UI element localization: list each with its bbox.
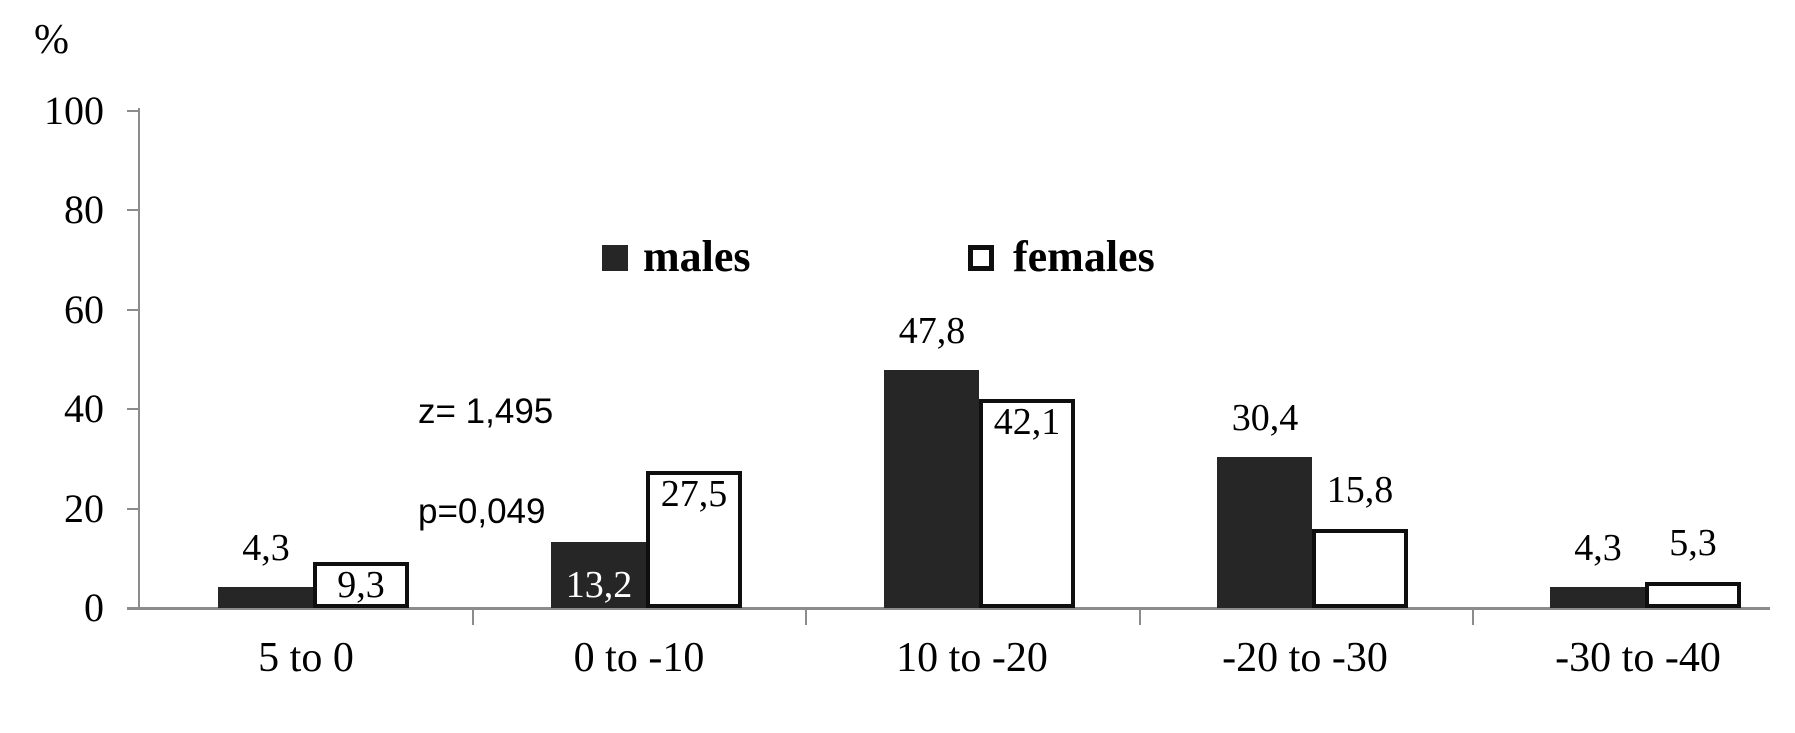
x-tick (472, 610, 474, 625)
y-tick (127, 408, 139, 410)
bar-value-label: 27,5 (660, 473, 728, 515)
y-tick-label: 20 (64, 486, 104, 531)
legend-swatch-females (968, 245, 994, 271)
y-tick-label: 100 (44, 88, 104, 133)
category-label: 0 to -10 (573, 635, 705, 681)
bar-males (218, 587, 313, 608)
bar-value-label: 42,1 (993, 401, 1061, 443)
bar-females (1312, 529, 1408, 608)
category-label: -20 to -30 (1222, 635, 1388, 681)
bar-value-label: 47,8 (898, 310, 966, 352)
category-label: -30 to -40 (1555, 635, 1721, 681)
legend-swatch-males (602, 245, 628, 271)
bar-value-label: 30,4 (1231, 397, 1299, 439)
x-tick (1472, 610, 1474, 625)
category-label: 5 to 0 (258, 635, 354, 681)
y-tick (127, 209, 139, 211)
x-axis-line (127, 607, 1770, 610)
annotation-z-stat: z= 1,495 (418, 392, 554, 431)
y-tick (127, 110, 139, 112)
y-tick-label: 0 (84, 585, 104, 630)
bar-males (1550, 587, 1645, 608)
bar-females (313, 562, 409, 608)
category-label: 10 to -20 (896, 635, 1048, 681)
bar-males (1217, 457, 1312, 608)
y-axis-line (138, 108, 140, 610)
legend-label-females: females (1013, 232, 1155, 281)
bar-females (646, 471, 742, 608)
y-tick (127, 607, 139, 609)
legend-label-males: males (643, 232, 751, 281)
y-tick (127, 309, 139, 311)
y-tick (127, 508, 139, 510)
y-tick-label: 40 (64, 386, 104, 431)
y-axis-unit-label: % (34, 17, 69, 63)
bar-value-label: 15,8 (1326, 469, 1394, 511)
y-tick-label: 60 (64, 287, 104, 332)
y-tick-label: 80 (64, 187, 104, 232)
bar-males (551, 542, 646, 608)
bar-value-label: 9,3 (337, 564, 385, 606)
bar-females (1645, 582, 1741, 608)
bar-value-label: 4,3 (242, 527, 290, 569)
x-tick (805, 610, 807, 625)
annotation-p-value: p=0,049 (418, 492, 546, 531)
bar-value-label: 4,3 (1574, 527, 1622, 569)
bar-males (884, 370, 979, 608)
bar-value-label: 13,2 (565, 564, 633, 606)
x-tick (1139, 610, 1141, 625)
bar-females (979, 399, 1075, 608)
bar-value-label: 5,3 (1669, 522, 1717, 564)
